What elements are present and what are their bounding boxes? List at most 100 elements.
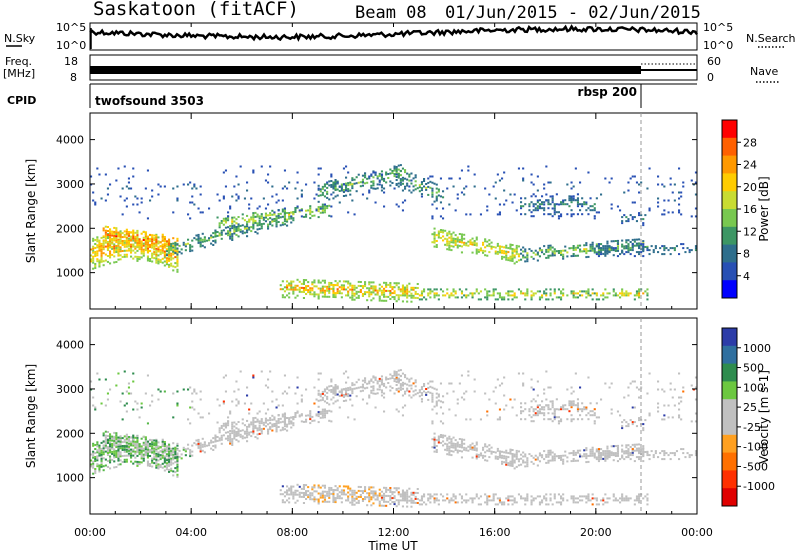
velocity-cell <box>410 498 412 500</box>
power-cell <box>145 249 147 251</box>
power-cell <box>459 288 461 290</box>
power-cell <box>394 290 396 292</box>
velocity-cell <box>250 423 252 425</box>
power-cell <box>202 245 204 247</box>
power-cell <box>339 190 341 192</box>
velocity-cell <box>512 455 514 457</box>
velocity-cell <box>174 461 176 463</box>
velocity-cell <box>507 452 509 454</box>
velocity-cell <box>136 403 138 405</box>
velocity-cell <box>377 499 379 501</box>
power-cell <box>225 220 227 222</box>
power-cell <box>235 194 237 196</box>
velocity-cell <box>286 426 288 428</box>
power-cell <box>316 285 318 287</box>
velocity-cell <box>198 439 200 441</box>
power-cell <box>497 243 499 245</box>
power-cell <box>326 187 328 189</box>
velocity-cell <box>244 403 246 405</box>
velocity-cell <box>474 497 476 499</box>
velocity-cell <box>330 385 332 387</box>
velocity-cell <box>596 450 598 452</box>
velocity-cell <box>261 371 263 373</box>
power-cell <box>259 224 261 226</box>
velocity-cell <box>172 456 174 458</box>
velocity-cell <box>174 471 176 473</box>
velocity-cell <box>309 416 311 418</box>
power-cell <box>465 296 467 298</box>
power-cell <box>524 203 526 205</box>
power-cell <box>431 215 433 217</box>
velocity-cell <box>413 382 415 384</box>
velocity-cell <box>347 488 349 490</box>
power-cell <box>288 214 290 216</box>
velocity-cell <box>385 489 387 491</box>
velocity-cell <box>478 497 480 499</box>
power-cell <box>238 198 240 200</box>
power-cell <box>299 289 301 291</box>
velocity-cell <box>109 467 111 469</box>
velocity-cell <box>389 386 391 388</box>
velocity-cell <box>351 382 353 384</box>
power-cell <box>547 298 549 300</box>
velocity-cell <box>280 418 282 420</box>
power-cell <box>372 188 374 190</box>
power-cell <box>341 188 343 190</box>
velocity-cell <box>558 416 560 418</box>
power-cell <box>311 287 313 289</box>
velocity-cell <box>326 495 328 497</box>
power-cell <box>381 286 383 288</box>
power-cell <box>682 247 684 249</box>
velocity-cell <box>155 444 157 446</box>
velocity-cell <box>229 413 231 415</box>
velocity-cell <box>311 420 313 422</box>
power-cell <box>594 292 596 294</box>
freq-strip: Freq. [MHz] 18 8 60 0 Nave <box>3 55 780 84</box>
power-cell <box>440 195 442 197</box>
power-cell <box>103 242 105 244</box>
power-cell <box>680 196 682 198</box>
velocity-cell <box>425 394 427 396</box>
velocity-cell <box>354 490 356 492</box>
power-cell <box>189 246 191 248</box>
velocity-cell <box>674 454 676 456</box>
power-cell <box>659 247 661 249</box>
velocity-cell <box>128 440 130 442</box>
velocity-cell <box>124 455 126 457</box>
velocity-cell <box>341 391 343 393</box>
power-cell <box>385 282 387 284</box>
velocity-cell <box>440 434 442 436</box>
velocity-cell <box>335 390 337 392</box>
velocity-cell <box>625 499 627 501</box>
velocity-cell <box>585 457 587 459</box>
velocity-cell <box>134 453 136 455</box>
velocity-cell <box>113 450 115 452</box>
power-cell <box>115 241 117 243</box>
velocity-cell <box>343 394 345 396</box>
cpid-label: CPID <box>7 94 36 107</box>
velocity-cell <box>372 385 374 387</box>
power-cell <box>368 177 370 179</box>
power-cell <box>179 251 181 253</box>
power-cell <box>524 213 526 215</box>
velocity-cell <box>231 442 233 444</box>
power-cell <box>396 284 398 286</box>
velocity-cell <box>347 492 349 494</box>
velocity-cell <box>495 493 497 495</box>
velocity-cell <box>406 502 408 504</box>
velocity-cell <box>204 441 206 443</box>
power-cell <box>402 209 404 211</box>
velocity-cell <box>229 435 231 437</box>
velocity-cell <box>501 451 503 453</box>
velocity-cell <box>579 408 581 410</box>
power-cell <box>583 248 585 250</box>
velocity-cell <box>484 451 486 453</box>
velocity-cell <box>337 394 339 396</box>
velocity-cell <box>328 497 330 499</box>
velocity-cell <box>537 414 539 416</box>
power-cell <box>141 198 143 200</box>
velocity-cell <box>189 451 191 453</box>
power-cell <box>322 210 324 212</box>
power-cell <box>434 294 436 296</box>
velocity-cell <box>246 426 248 428</box>
